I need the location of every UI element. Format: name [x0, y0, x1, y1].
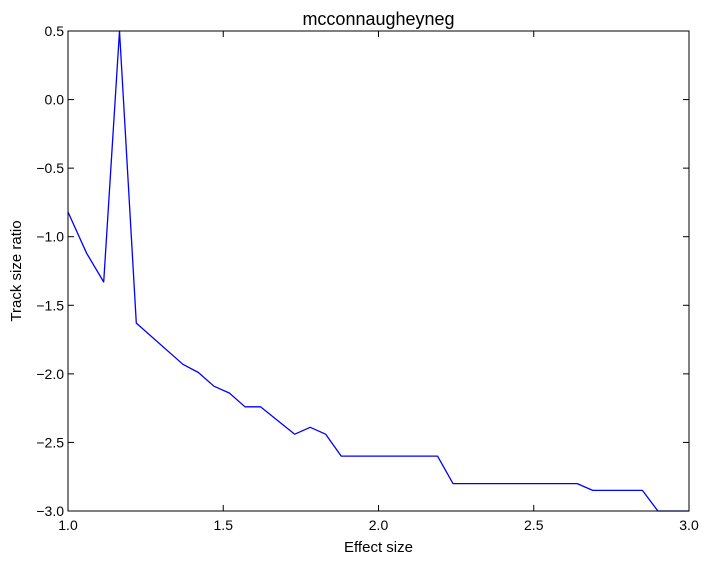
x-axis-label: Effect size: [344, 539, 413, 556]
x-axis-ticks: 1.0 1.5 2.0 2.5 3.0: [58, 31, 699, 533]
y-tick-label: −1.5: [36, 297, 64, 313]
y-tick-label: −1.0: [36, 229, 64, 245]
y-tick-label: −2.5: [36, 434, 64, 450]
y-tick-label: −2.0: [36, 366, 64, 382]
y-tick-label: 0.5: [45, 23, 65, 39]
y-axis-label: Track size ratio: [8, 220, 25, 321]
series-line: [67, 30, 689, 512]
x-tick-label: 3.0: [679, 517, 699, 533]
x-tick-label: 1.5: [214, 517, 234, 533]
x-tick-label: 2.0: [369, 517, 389, 533]
y-axis-ticks: 0.5 0.0 −0.5 −1.0 −1.5 −2.0 −2.5 −3.0: [36, 23, 689, 519]
y-tick-label: −3.0: [36, 503, 64, 519]
x-tick-label: 2.5: [524, 517, 544, 533]
plot-frame: [67, 30, 690, 512]
x-tick-label: 1.0: [58, 517, 78, 533]
chart-title: mcconnaugheyneg: [302, 9, 454, 29]
y-tick-label: 0.0: [45, 92, 65, 108]
y-tick-label: −0.5: [36, 160, 64, 176]
